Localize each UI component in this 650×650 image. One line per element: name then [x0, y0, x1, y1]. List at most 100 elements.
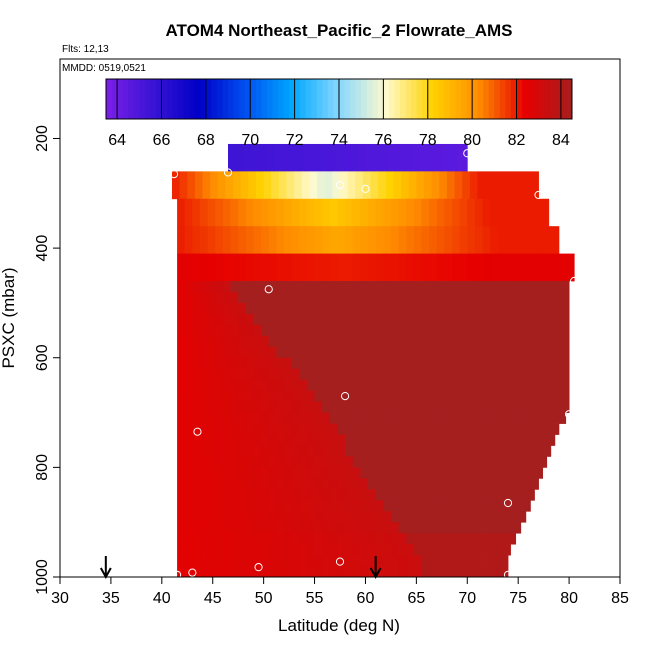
colorbar-tick-label: 80	[463, 132, 481, 149]
heat-cell	[490, 335, 499, 348]
heat-cell	[536, 445, 545, 457]
heat-cell	[177, 281, 186, 293]
heat-cell	[444, 346, 453, 359]
heat-cell	[474, 198, 483, 227]
heat-cell	[345, 198, 354, 227]
colorbar-segment	[538, 79, 545, 119]
heat-cell	[352, 291, 361, 304]
heat-cell	[390, 489, 399, 501]
heat-cell	[452, 478, 461, 490]
heat-cell	[375, 198, 384, 227]
heat-cell	[215, 291, 224, 304]
heat-cell	[566, 357, 570, 370]
heat-cell	[505, 434, 514, 446]
heat-cell	[284, 445, 293, 457]
heat-cell	[261, 401, 270, 413]
heat-cell	[543, 401, 552, 413]
heat-cell	[490, 401, 499, 413]
heat-cell	[543, 412, 552, 424]
heat-cell	[368, 412, 377, 424]
heat-cell	[245, 324, 254, 337]
flights-label: Flts: 12,13	[62, 44, 109, 55]
heat-cell	[329, 281, 338, 293]
heat-cell	[558, 302, 567, 315]
heat-cell	[352, 500, 361, 512]
heat-cell	[444, 226, 453, 254]
heat-cell	[497, 291, 506, 304]
heat-cell	[215, 253, 224, 282]
heat-cell	[452, 390, 461, 402]
heat-cell	[551, 346, 560, 359]
heat-cell	[261, 379, 270, 392]
heat-cell	[268, 423, 277, 435]
heat-cell	[299, 313, 308, 326]
heat-cell	[482, 544, 491, 556]
heat-cell	[268, 533, 277, 545]
heat-cell	[566, 335, 570, 348]
colorbar-segment	[427, 79, 434, 119]
heat-cell	[566, 253, 575, 282]
heat-cell	[444, 324, 453, 337]
heat-cell	[184, 478, 193, 490]
heat-cell	[230, 511, 239, 523]
heat-cell	[230, 226, 239, 254]
heat-cell	[192, 500, 201, 512]
heat-cell	[207, 434, 216, 446]
heat-cell	[520, 467, 529, 479]
heat-cell	[383, 423, 392, 435]
heat-cell	[398, 533, 407, 545]
heat-cell	[200, 478, 209, 490]
heat-cell	[253, 313, 262, 326]
heat-cell	[452, 198, 461, 227]
heat-cell	[368, 324, 377, 337]
heat-cell	[238, 226, 247, 254]
colorbar-segment	[244, 79, 251, 119]
heat-cell	[184, 313, 193, 326]
heat-cell	[200, 555, 209, 567]
heat-cell	[398, 291, 407, 304]
heat-cell	[436, 390, 445, 402]
heat-cell	[444, 522, 453, 534]
heat-cell	[513, 423, 522, 435]
heat-cell	[230, 533, 239, 545]
heat-cell	[368, 368, 377, 381]
heat-cell	[429, 555, 438, 567]
colorbar-segment	[155, 79, 162, 119]
heat-cell	[528, 253, 537, 282]
heat-cell	[368, 253, 377, 282]
heat-cell	[222, 401, 231, 413]
heat-cell	[398, 489, 407, 501]
heat-cell	[390, 445, 399, 457]
heat-cell	[368, 478, 377, 490]
heat-cell	[268, 467, 277, 479]
heat-cell	[345, 281, 354, 293]
heat-cell	[306, 555, 315, 567]
heat-cell	[253, 566, 262, 578]
heat-cell	[383, 346, 392, 359]
heat-cell	[390, 401, 399, 413]
heat-cell	[329, 456, 338, 468]
heat-cell	[207, 401, 216, 413]
heat-cell	[536, 434, 545, 446]
heat-cell	[314, 445, 323, 457]
heat-cell	[436, 500, 445, 512]
colorbar-segment	[255, 79, 262, 119]
heat-cell	[245, 335, 254, 348]
heat-cell	[497, 423, 506, 435]
heat-cell	[238, 281, 247, 293]
heat-cell	[284, 324, 293, 337]
heat-cell	[383, 555, 392, 567]
heat-cell	[215, 445, 224, 457]
heat-cell	[459, 302, 468, 315]
heat-cell	[215, 324, 224, 337]
heat-cell	[375, 335, 384, 348]
colorbar-segment	[250, 79, 257, 119]
colorbar-segment	[461, 79, 467, 119]
x-tick-label: 30	[51, 590, 69, 607]
heat-cell	[286, 171, 295, 200]
heat-cell	[329, 500, 338, 512]
heat-cell	[253, 423, 262, 435]
heat-cell	[294, 171, 303, 200]
heat-cell	[474, 522, 483, 534]
heat-cell	[230, 401, 239, 413]
